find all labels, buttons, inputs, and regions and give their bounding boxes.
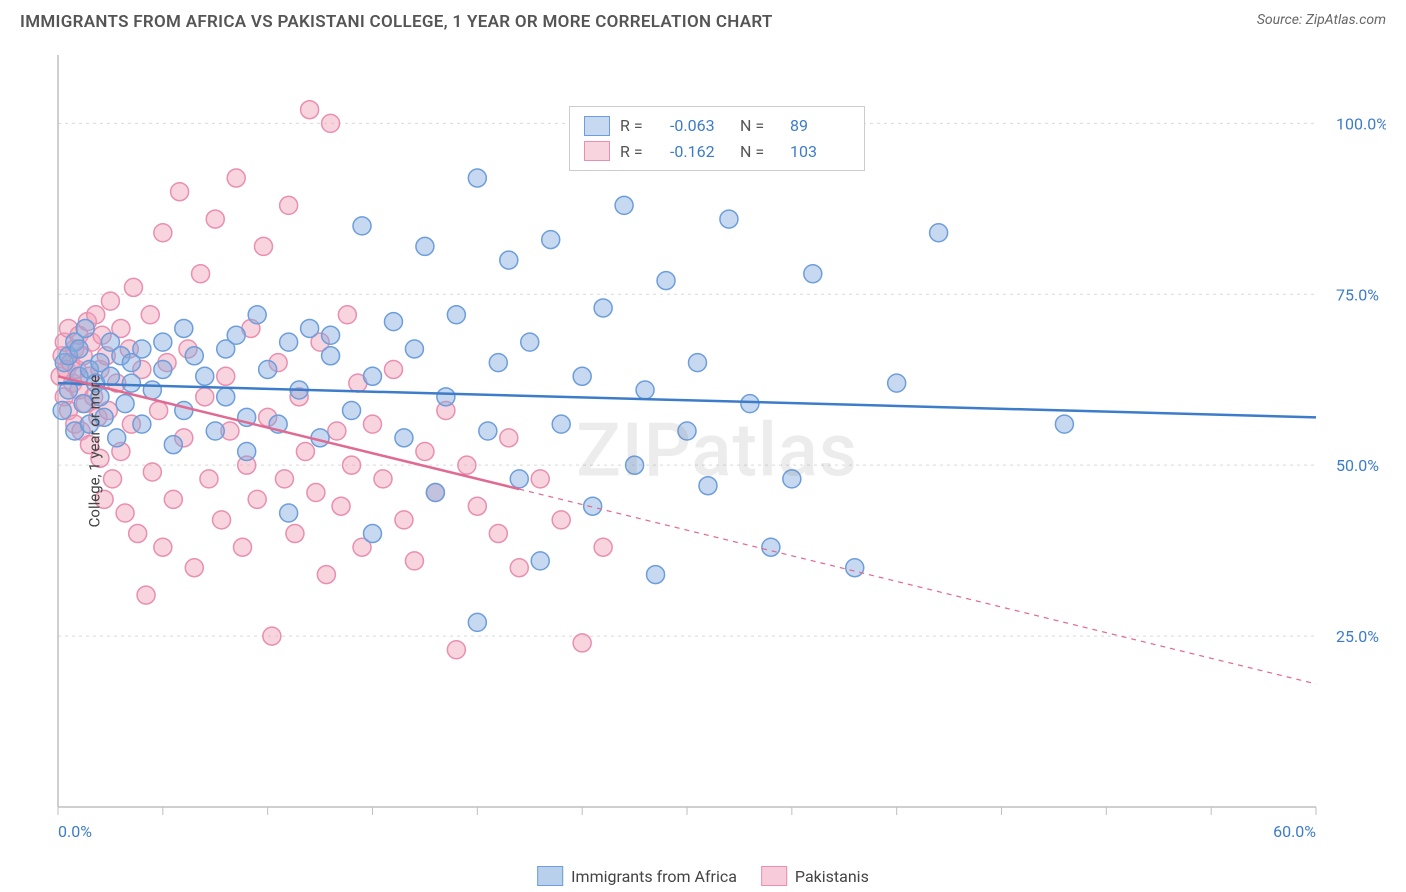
legend-label-2: Pakistanis	[795, 867, 869, 886]
stat-r-series-2: -0.162	[670, 139, 730, 165]
legend-label-1: Immigrants from Africa	[571, 867, 737, 886]
svg-text:0.0%: 0.0%	[58, 822, 92, 841]
svg-text:25.0%: 25.0%	[1336, 627, 1379, 646]
bottom-legend: Immigrants from Africa Pakistanis	[537, 866, 869, 886]
svg-text:60.0%: 60.0%	[1273, 822, 1316, 841]
title-bar: IMMIGRANTS FROM AFRICA VS PAKISTANI COLL…	[0, 0, 1406, 32]
stats-legend-box: R = -0.063 N = 89 R = -0.162 N = 103	[569, 106, 865, 171]
plot-area: College, 1 year or more 25.0% 50.0% 75.0% 1…	[48, 50, 1386, 852]
svg-text:75.0%: 75.0%	[1336, 285, 1379, 304]
stat-label-n: N =	[740, 113, 780, 139]
legend-item-1: Immigrants from Africa	[537, 866, 737, 886]
legend-swatch-2	[761, 866, 787, 886]
stat-r-series-1: -0.063	[670, 113, 730, 139]
chart-title: IMMIGRANTS FROM AFRICA VS PAKISTANI COLL…	[20, 12, 773, 32]
legend-item-2: Pakistanis	[761, 866, 869, 886]
svg-text:50.0%: 50.0%	[1336, 456, 1379, 475]
source-credit: Source: ZipAtlas.com	[1257, 12, 1386, 28]
stat-label-r: R =	[620, 139, 660, 165]
stat-n-series-2: 103	[790, 139, 850, 165]
stat-label-r: R =	[620, 113, 660, 139]
svg-text:100.0%: 100.0%	[1336, 114, 1386, 133]
swatch-series-2	[584, 141, 610, 161]
stat-n-series-1: 89	[790, 113, 850, 139]
legend-swatch-1	[537, 866, 563, 886]
stats-row-series-1: R = -0.063 N = 89	[584, 113, 850, 139]
y-axis-label: College, 1 year or more	[85, 375, 103, 528]
stats-row-series-2: R = -0.162 N = 103	[584, 139, 850, 165]
stat-label-n: N =	[740, 139, 780, 165]
swatch-series-1	[584, 116, 610, 136]
